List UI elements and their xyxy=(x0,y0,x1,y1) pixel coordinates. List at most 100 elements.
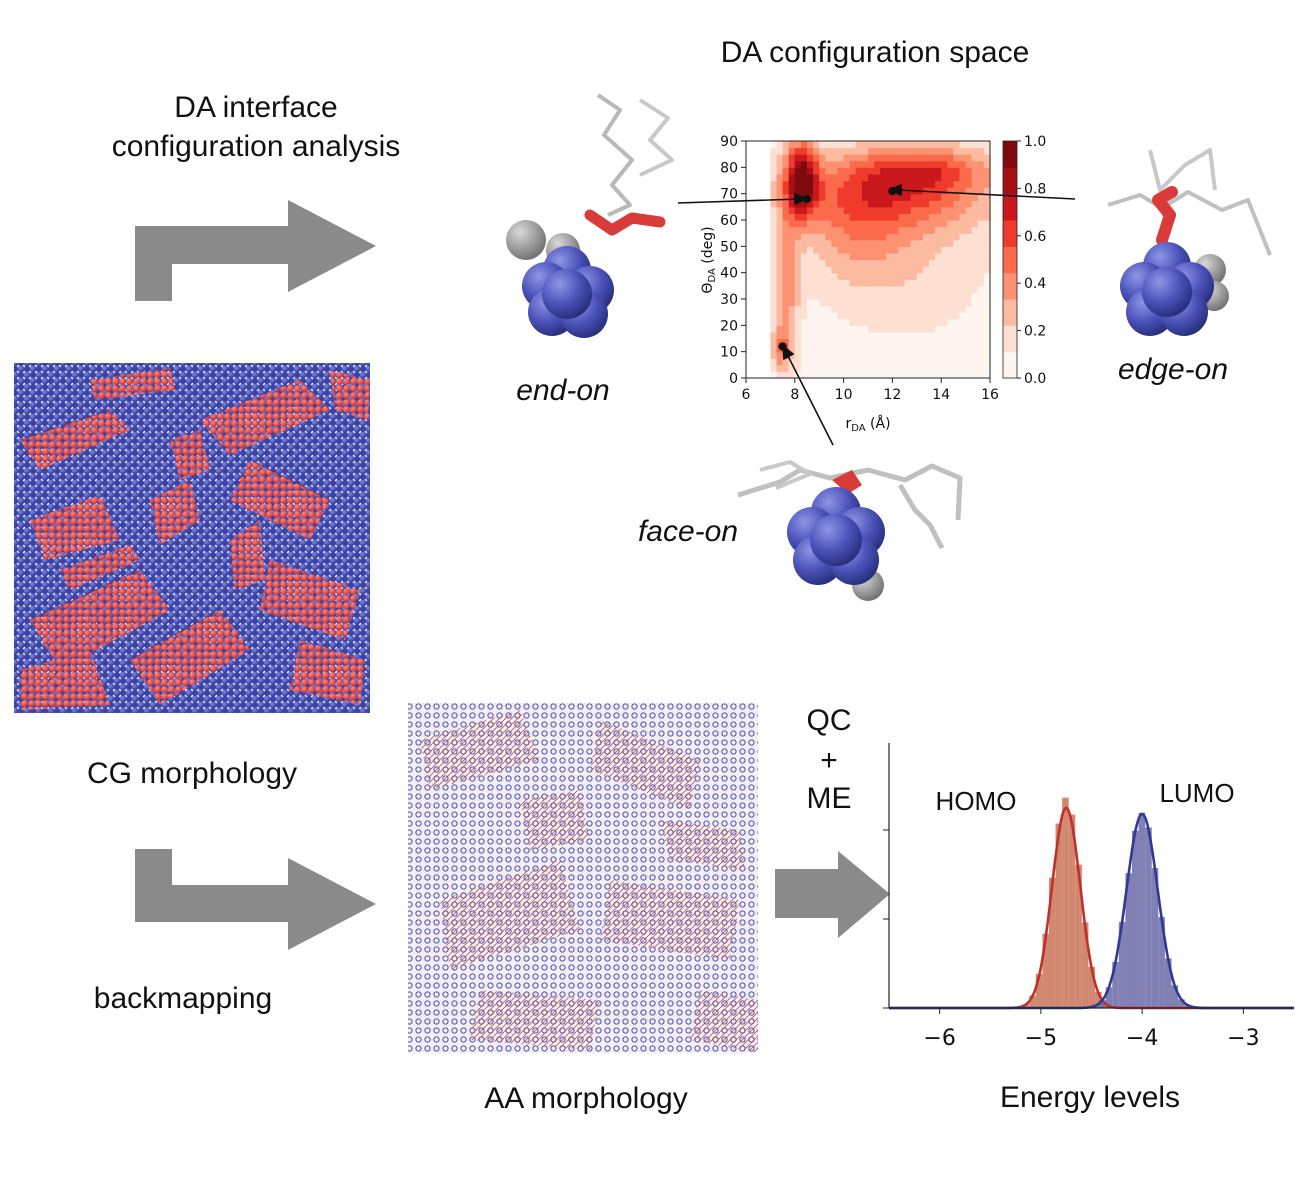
heatmap-cell xyxy=(831,364,839,373)
heatmap-cell xyxy=(977,200,985,208)
heatmap-cell xyxy=(807,167,814,175)
heatmap-cell xyxy=(971,141,979,149)
heatmap-cell xyxy=(947,141,954,149)
heatmap-cell xyxy=(971,220,979,228)
heatmap-x-tick-label: 10 xyxy=(835,387,853,403)
heatmap-cell xyxy=(965,266,973,274)
heatmap-cell xyxy=(935,318,942,326)
heatmap-cell xyxy=(825,180,832,188)
heatmap-cell xyxy=(953,141,961,149)
heatmap-cell xyxy=(825,246,832,254)
heatmap-cell xyxy=(807,141,814,149)
heatmap-cell xyxy=(837,299,845,307)
heatmap-cell xyxy=(965,338,973,346)
heatmap-cell xyxy=(947,193,954,201)
heatmap-cell xyxy=(776,233,784,241)
heatmap-cell xyxy=(800,338,808,346)
heatmap-cell xyxy=(971,167,979,175)
heatmap-cell xyxy=(880,279,887,287)
heatmap-cell xyxy=(813,259,820,267)
heatmap-cell xyxy=(849,154,857,162)
heatmap-cell xyxy=(843,180,851,188)
heatmap-cell xyxy=(819,200,826,208)
heatmap-cell xyxy=(861,285,869,294)
heatmap-cell xyxy=(868,239,875,247)
histogram-bar-lumo xyxy=(1105,987,1113,1008)
heatmap-cell xyxy=(788,338,796,346)
heatmap-cell xyxy=(819,266,826,274)
heatmap-cell xyxy=(880,259,887,267)
heatmap-cell xyxy=(837,272,845,280)
heatmap-cell xyxy=(965,246,973,254)
heatmap-cell xyxy=(831,318,839,326)
heatmap-cell xyxy=(929,213,936,221)
heatmap-cell xyxy=(959,331,967,340)
heatmap-cell xyxy=(916,233,924,241)
heatmap-cell xyxy=(788,173,796,182)
heatmap-cell xyxy=(941,154,948,162)
heatmap-cell xyxy=(861,312,869,320)
heatmap-cell xyxy=(855,305,863,313)
heatmap-cell xyxy=(935,252,942,261)
heatmap-colorbar: 0.0 0.2 0.4 0.6 0.8 1.0 xyxy=(1002,134,1046,387)
heatmap-cell xyxy=(831,220,839,228)
heatmap-cell xyxy=(983,351,991,359)
heatmap-cell xyxy=(922,233,930,241)
heatmap-cell xyxy=(916,299,924,307)
heatmap-cell xyxy=(941,318,948,326)
heatmap-cell xyxy=(886,266,893,274)
heatmap-cell xyxy=(794,160,802,168)
heatmap-y-tick-label: 50 xyxy=(720,239,738,255)
heatmap-cell xyxy=(965,206,973,215)
heatmap-cell xyxy=(868,160,875,168)
heatmap-cell xyxy=(800,252,808,261)
heatmap-cell xyxy=(880,358,887,366)
heatmap-cell xyxy=(929,292,936,300)
heatmap-cell xyxy=(922,220,930,228)
heatmap-cell xyxy=(813,272,820,280)
heatmap-cell xyxy=(965,312,973,320)
heatmap-cell xyxy=(922,147,930,155)
heatmap-cell xyxy=(868,206,875,215)
heatmap-cell xyxy=(904,167,912,175)
heatmap-cell xyxy=(800,246,808,254)
heatmap-cell xyxy=(898,160,906,168)
heatmap-cell xyxy=(965,226,973,234)
end-on-molecule xyxy=(506,93,674,338)
heatmap-cell xyxy=(800,180,808,188)
heatmap-cell xyxy=(941,364,948,373)
heatmap-cell xyxy=(819,220,826,228)
heatmap-cell xyxy=(959,167,967,175)
heatmap-cell xyxy=(929,187,936,195)
heatmap-cell xyxy=(910,292,918,300)
heatmap-cell xyxy=(855,272,863,280)
heatmap-cell xyxy=(898,220,906,228)
heatmap-cell xyxy=(782,200,790,208)
heatmap-cell xyxy=(971,338,979,346)
heatmap-cell xyxy=(953,193,961,201)
heatmap-cell xyxy=(965,259,973,267)
heatmap-cell xyxy=(892,299,900,307)
heatmap-cell xyxy=(843,154,851,162)
heatmap-cell xyxy=(922,299,930,307)
heatmap-cell xyxy=(929,272,936,280)
heatmap-cell xyxy=(800,259,808,267)
heatmap-cell xyxy=(849,239,857,247)
heatmap-cell xyxy=(874,299,881,307)
heatmap-cell xyxy=(953,272,961,280)
heatmap-cell xyxy=(794,213,802,221)
heatmap-cell xyxy=(983,272,991,280)
heatmap-cell xyxy=(965,167,973,175)
heatmap-cell xyxy=(868,312,875,320)
heatmap-cell xyxy=(825,141,832,149)
heatmap-cell xyxy=(807,345,814,353)
heatmap-chart: 6 8 10 12 14 16 0 10 20 30 40 50 60 70 80 90 rDA (Å) Θ… xyxy=(700,134,1046,434)
heatmap-cell xyxy=(782,305,790,313)
heatmap-cell xyxy=(819,226,826,234)
heatmap-cell xyxy=(886,213,893,221)
heatmap-cell xyxy=(800,233,808,241)
heatmap-cell xyxy=(941,292,948,300)
heatmap-cell xyxy=(983,200,991,208)
heatmap-cell xyxy=(874,154,881,162)
heatmap-cell xyxy=(922,272,930,280)
